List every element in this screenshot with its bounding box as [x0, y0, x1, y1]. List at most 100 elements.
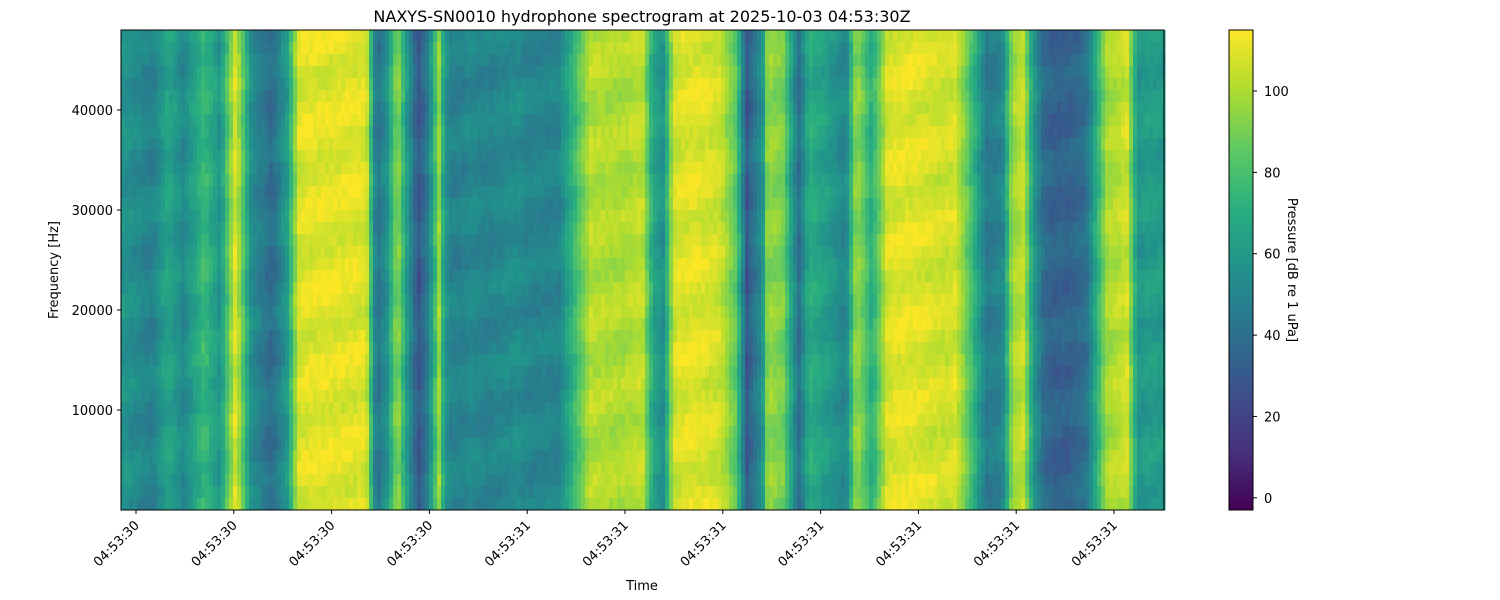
heatmap-cell	[593, 30, 598, 43]
heatmap-cell	[521, 342, 526, 355]
heatmap-cell	[293, 366, 298, 379]
heatmap-cell	[461, 258, 466, 271]
heatmap-cell	[197, 390, 202, 403]
heatmap-cell	[221, 42, 226, 55]
heatmap-cell	[289, 366, 294, 379]
heatmap-cell	[497, 366, 502, 379]
heatmap-cell	[569, 318, 574, 331]
heatmap-cell	[465, 210, 470, 223]
heatmap-cell	[237, 486, 242, 499]
heatmap-cell	[221, 150, 226, 163]
heatmap-cell	[425, 138, 430, 151]
heatmap-cell	[481, 318, 486, 331]
heatmap-cell	[421, 438, 426, 451]
heatmap-cell	[353, 438, 358, 451]
heatmap-cell	[121, 366, 126, 379]
heatmap-cell	[221, 426, 226, 439]
heatmap-cell	[289, 438, 294, 451]
heatmap-cell	[497, 66, 502, 79]
heatmap-cell	[141, 294, 146, 307]
heatmap-cell	[453, 246, 458, 259]
heatmap-cell	[277, 318, 282, 331]
heatmap-cell	[537, 450, 542, 463]
heatmap-cell	[465, 366, 470, 379]
heatmap-cell	[249, 474, 254, 487]
heatmap-cell	[581, 306, 586, 319]
heatmap-cell	[509, 246, 514, 259]
heatmap-cell	[477, 306, 482, 319]
heatmap-cell	[521, 222, 526, 235]
heatmap-cell	[273, 366, 278, 379]
heatmap-cell	[413, 306, 418, 319]
heatmap-cell	[437, 30, 442, 43]
heatmap-cell	[285, 198, 290, 211]
heatmap-cell	[389, 270, 394, 283]
heatmap-cell	[329, 402, 334, 415]
heatmap-cell	[449, 438, 454, 451]
heatmap-cell	[549, 210, 554, 223]
heatmap-cell	[125, 78, 130, 91]
heatmap-cell	[525, 462, 530, 475]
heatmap-cell	[245, 198, 250, 211]
heatmap-cell	[433, 54, 438, 67]
heatmap-cell	[173, 366, 178, 379]
heatmap-cell	[153, 282, 158, 295]
heatmap-cell	[121, 378, 126, 391]
heatmap-cell	[569, 222, 574, 235]
heatmap-cell	[617, 330, 622, 343]
heatmap-cell	[477, 102, 482, 115]
heatmap-cell	[561, 78, 566, 91]
heatmap-cell	[557, 162, 562, 175]
heatmap-cell	[517, 390, 522, 403]
heatmap-cell	[441, 66, 446, 79]
heatmap-cell	[589, 138, 594, 151]
heatmap-cell	[317, 498, 322, 511]
heatmap-cell	[269, 78, 274, 91]
heatmap-cell	[601, 342, 606, 355]
heatmap-cell	[609, 450, 614, 463]
heatmap-cell	[253, 174, 258, 187]
heatmap-cell	[301, 486, 306, 499]
heatmap-cell	[281, 498, 286, 511]
heatmap-cell	[465, 426, 470, 439]
heatmap-cell	[605, 90, 610, 103]
heatmap-cell	[469, 186, 474, 199]
heatmap-cell	[261, 54, 266, 67]
heatmap-cell	[617, 402, 622, 415]
heatmap-cell	[369, 450, 374, 463]
heatmap-cell	[233, 66, 238, 79]
heatmap-cell	[541, 78, 546, 91]
heatmap-cell	[233, 150, 238, 163]
heatmap-cell	[149, 198, 154, 211]
heatmap-cell	[225, 462, 230, 475]
heatmap-cell	[213, 210, 218, 223]
heatmap-cell	[405, 486, 410, 499]
heatmap-cell	[561, 330, 566, 343]
heatmap-cell	[209, 318, 214, 331]
heatmap-cell	[577, 282, 582, 295]
heatmap-cell	[501, 234, 506, 247]
heatmap-cell	[565, 414, 570, 427]
heatmap-cell	[193, 126, 198, 139]
heatmap-cell	[293, 186, 298, 199]
heatmap-cell	[217, 78, 222, 91]
heatmap-cell	[385, 486, 390, 499]
heatmap-cell	[257, 210, 262, 223]
heatmap-cell	[401, 150, 406, 163]
heatmap-cell	[469, 342, 474, 355]
heatmap-cell	[513, 138, 518, 151]
heatmap-cell	[565, 138, 570, 151]
heatmap-cell	[501, 486, 506, 499]
heatmap-cell	[225, 378, 230, 391]
heatmap-cell	[181, 150, 186, 163]
heatmap-cell	[217, 474, 222, 487]
heatmap-cell	[173, 438, 178, 451]
heatmap-cell	[165, 30, 170, 43]
heatmap-cell	[205, 426, 210, 439]
heatmap-cell	[133, 30, 138, 43]
heatmap-cell	[397, 294, 402, 307]
heatmap-cell	[421, 126, 426, 139]
heatmap-cell	[205, 210, 210, 223]
heatmap-cell	[245, 378, 250, 391]
heatmap-cell	[525, 150, 530, 163]
